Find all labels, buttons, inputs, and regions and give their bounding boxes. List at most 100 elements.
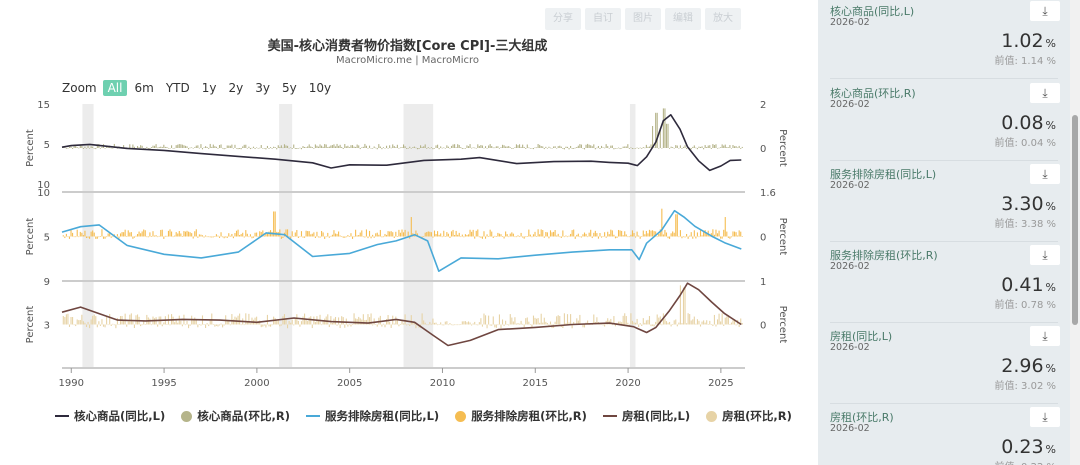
bar xyxy=(228,320,230,325)
bar xyxy=(732,144,734,148)
legend-item[interactable]: 服务排除房租(环比,R) xyxy=(455,408,587,424)
bar xyxy=(166,235,168,237)
zoom-in-button[interactable]: 放大 xyxy=(705,8,741,30)
bar xyxy=(463,321,465,325)
legend-item[interactable]: 房租(同比,L) xyxy=(602,408,690,424)
bar xyxy=(180,320,182,325)
bar xyxy=(118,324,120,325)
scroll-thumb[interactable] xyxy=(1072,115,1078,325)
bar xyxy=(350,324,352,327)
bar xyxy=(548,146,550,148)
bar xyxy=(621,147,623,149)
series-card[interactable]: 服务排除房租(环比,R) 2026-02 ⤓ 0.41% 前值: 0.78 % xyxy=(818,242,1070,323)
edit-button[interactable]: 编辑 xyxy=(665,8,701,30)
scrollbar[interactable] xyxy=(1070,0,1080,465)
bar xyxy=(269,147,272,148)
zoom-option-6m[interactable]: 6m xyxy=(134,81,154,95)
bar xyxy=(265,324,267,328)
zoom-option-2y[interactable]: 2y xyxy=(228,81,244,95)
legend: 核心商品(同比,L) 核心商品(环比,R) 服务排除房租(同比,L) 服务排除房租(环… xyxy=(55,408,792,424)
bar xyxy=(596,317,598,325)
download-icon[interactable]: ⤓ xyxy=(1030,245,1060,265)
bar xyxy=(730,236,732,238)
bar xyxy=(546,232,548,237)
bar xyxy=(144,230,146,237)
legend-item[interactable]: 房租(环比,R) xyxy=(706,408,792,424)
bar xyxy=(570,145,572,148)
bar xyxy=(466,234,468,237)
image-button[interactable]: 图片 xyxy=(625,8,661,30)
bar xyxy=(430,232,432,237)
bar xyxy=(724,144,726,148)
bar xyxy=(472,147,474,149)
bar xyxy=(265,148,267,150)
bar xyxy=(560,236,562,238)
bar xyxy=(256,147,258,149)
download-icon[interactable]: ⤓ xyxy=(1030,83,1060,103)
zoom-option-ytd[interactable]: YTD xyxy=(165,81,190,95)
bar xyxy=(251,236,253,239)
bar xyxy=(232,148,234,149)
bar xyxy=(570,314,572,325)
bar xyxy=(288,236,290,237)
bar xyxy=(76,319,78,325)
bar xyxy=(153,235,156,237)
bar xyxy=(565,235,567,237)
bar xyxy=(231,314,233,325)
bar xyxy=(299,324,301,327)
bar xyxy=(285,318,287,325)
bar xyxy=(429,321,431,325)
bar xyxy=(665,232,668,237)
bar xyxy=(180,144,182,148)
bar xyxy=(234,144,236,148)
bar xyxy=(614,324,616,327)
legend-item[interactable]: 服务排除房租(同比,L) xyxy=(305,408,439,424)
bar xyxy=(200,144,202,148)
bar xyxy=(576,234,578,237)
bar xyxy=(92,315,94,325)
bar xyxy=(266,314,268,325)
right-axis-title: Percent xyxy=(777,306,788,344)
bar xyxy=(574,236,576,239)
zoom-option-5y[interactable]: 5y xyxy=(281,81,297,95)
bar xyxy=(322,146,324,148)
series-card[interactable]: 核心商品(同比,L) 2026-02 ⤓ 1.02% 前值: 1.14 % xyxy=(818,0,1070,79)
download-icon[interactable]: ⤓ xyxy=(1030,1,1060,21)
bar xyxy=(506,234,508,237)
series-card[interactable]: 房租(环比,R)2026-02⤓0.23%前值: 0.22 % xyxy=(818,404,1070,465)
bar xyxy=(260,324,262,328)
legend-item[interactable]: 核心商品(同比,L) xyxy=(55,408,165,424)
bar xyxy=(554,321,556,325)
bar xyxy=(102,324,105,327)
bar xyxy=(607,231,609,237)
bar xyxy=(661,324,663,326)
bar xyxy=(113,143,115,148)
bar xyxy=(273,146,275,148)
x-tick-label: 2000 xyxy=(244,378,269,389)
bar xyxy=(296,148,298,149)
bar xyxy=(537,143,539,148)
zoom-option-3y[interactable]: 3y xyxy=(255,81,270,95)
bar xyxy=(464,148,466,149)
series-card[interactable]: 核心商品(环比,R) 2026-02 ⤓ 0.08% 前值: 0.04 % xyxy=(818,80,1070,161)
series-card[interactable]: 服务排除房租(同比,L) 2026-02 ⤓ 3.30% 前值: 3.38 % xyxy=(818,161,1070,242)
bar xyxy=(678,322,680,325)
series-card[interactable]: 房租(同比,L) 2026-02 ⤓ 2.96% 前值: 3.02 % xyxy=(818,323,1070,404)
bar xyxy=(132,236,134,239)
download-icon[interactable]: ⤓ xyxy=(1030,407,1060,427)
bar xyxy=(727,236,729,238)
bar xyxy=(243,236,245,238)
bar xyxy=(106,236,108,238)
zoom-option-10y[interactable]: 10y xyxy=(308,81,332,95)
zoom-option-all[interactable]: All xyxy=(102,80,128,96)
bar xyxy=(735,324,737,326)
zoom-option-1y[interactable]: 1y xyxy=(201,81,217,95)
share-button[interactable]: 分享 xyxy=(545,8,581,30)
bar xyxy=(427,324,429,326)
download-icon[interactable]: ⤓ xyxy=(1030,164,1060,184)
bar xyxy=(713,144,715,148)
customize-button[interactable]: 自订 xyxy=(585,8,621,30)
legend-item[interactable]: 核心商品(环比,R) xyxy=(181,408,290,424)
bar xyxy=(136,234,139,237)
download-icon[interactable]: ⤓ xyxy=(1030,326,1060,346)
